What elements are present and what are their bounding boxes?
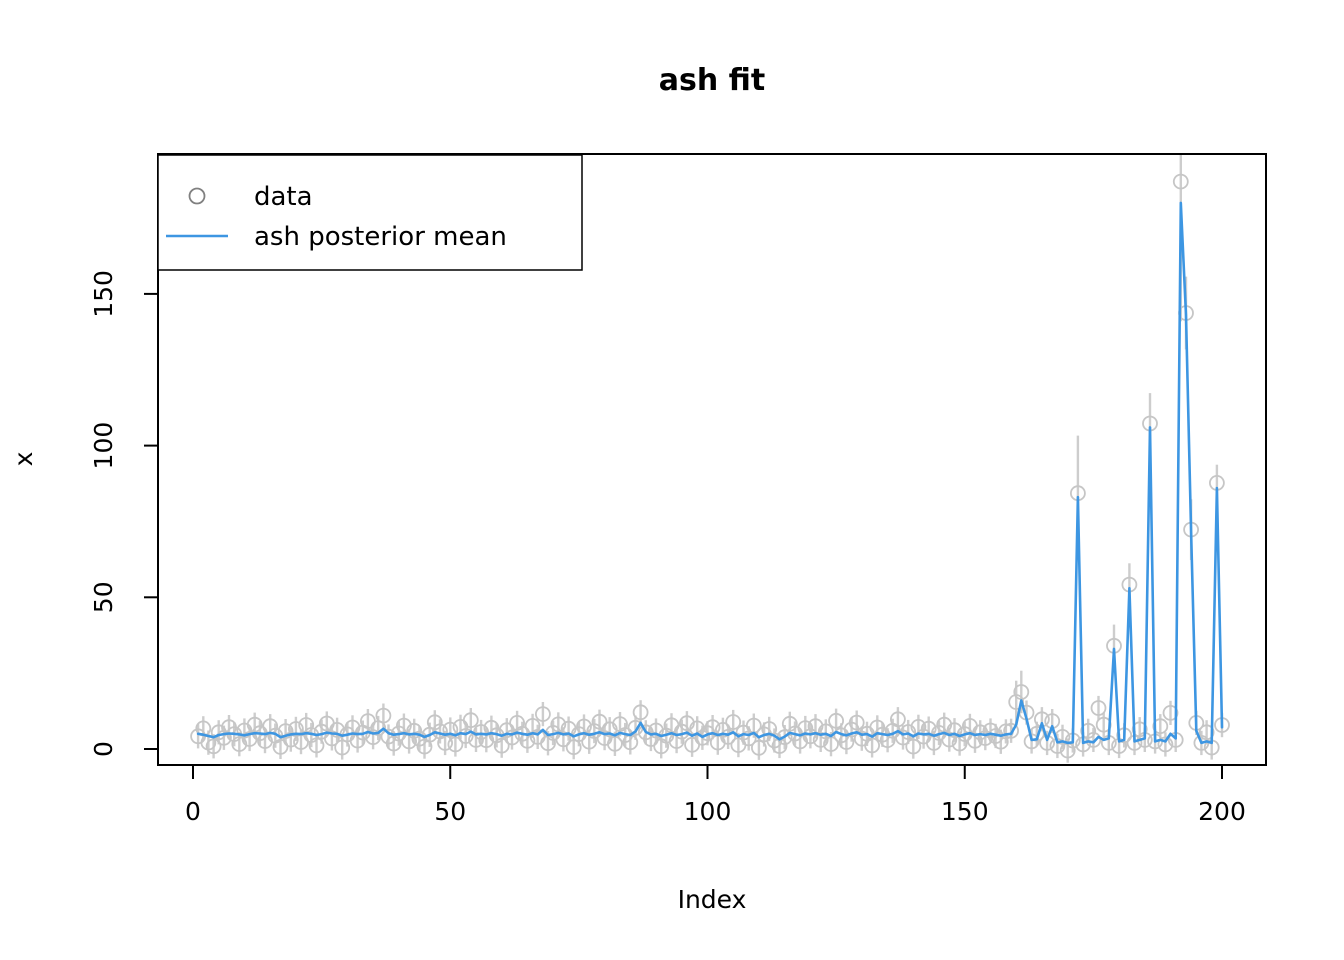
data-point (210, 724, 227, 741)
data-point (864, 737, 880, 754)
data-point (1152, 718, 1169, 735)
legend-label-posterior-mean: ash posterior mean (254, 222, 507, 252)
data-point (1080, 722, 1097, 739)
y-tick-label: 0 (89, 741, 118, 757)
data-point (905, 738, 922, 755)
data-point (895, 729, 911, 746)
plot-box (157, 153, 1267, 766)
data-point (308, 737, 325, 754)
posterior-mean-line (196, 201, 1224, 745)
data-point (694, 729, 711, 746)
errorbar-layer (196, 154, 1224, 763)
data-point (426, 714, 443, 731)
data-point (1162, 705, 1179, 721)
data-point (272, 739, 289, 755)
data-point (643, 731, 659, 747)
data-point (375, 707, 392, 724)
y-axis-title: x (9, 452, 38, 467)
data-point (1090, 700, 1107, 716)
data-point (385, 735, 402, 752)
data-point (329, 722, 346, 738)
y-tick-label: 100 (89, 422, 118, 470)
data-point (246, 716, 263, 733)
x-tick-label: 100 (684, 797, 732, 826)
legend-data-marker-icon (188, 187, 206, 205)
data-point (365, 729, 382, 746)
data-point (890, 711, 906, 728)
data-point (565, 739, 582, 756)
data-point (920, 720, 937, 737)
data-point (689, 720, 706, 737)
data-point (447, 736, 464, 753)
y-axis: 0 50 100 150 (89, 270, 158, 757)
data-point (1085, 732, 1102, 748)
data-point (442, 721, 459, 738)
data-point (468, 732, 484, 748)
y-tick-label: 150 (89, 270, 118, 318)
data-point (504, 729, 520, 746)
data-point (812, 732, 829, 748)
data-point (334, 739, 351, 756)
legend: data ash posterior mean (157, 154, 583, 271)
data-point (493, 737, 510, 754)
data-point (457, 728, 474, 744)
data-point (797, 720, 814, 736)
data-point (406, 722, 423, 739)
legend-label-data: data (254, 182, 313, 212)
chart-title: ash fit (659, 63, 765, 98)
data-point (591, 713, 608, 730)
data-point (550, 716, 567, 733)
data-point (848, 714, 865, 731)
data-point (205, 738, 222, 755)
data-point (277, 723, 294, 739)
data-point (411, 730, 428, 747)
data-point (781, 715, 798, 732)
x-axis-title: Index (678, 885, 747, 914)
data-point (632, 704, 649, 721)
y-tick-label: 50 (89, 581, 118, 613)
data-point (673, 723, 690, 740)
data-point (1003, 722, 1019, 739)
x-tick-label: 50 (434, 797, 466, 826)
data-point (972, 724, 989, 741)
x-tick-label: 150 (941, 797, 989, 826)
data-point (751, 739, 767, 756)
posterior-mean-layer (196, 201, 1224, 745)
data-point (1013, 684, 1030, 700)
data-point (462, 712, 479, 729)
data-point (535, 706, 551, 722)
data-point (879, 732, 896, 749)
data-point (802, 728, 819, 745)
data-point (982, 722, 999, 739)
data-point (946, 722, 963, 739)
x-tick-label: 0 (185, 797, 201, 826)
data-point (1198, 724, 1215, 741)
legend-box (157, 154, 583, 271)
data-point (725, 714, 742, 730)
data-point (1008, 694, 1025, 710)
data-point (828, 712, 844, 729)
data-point (941, 731, 958, 748)
x-axis: 0 50 100 150 200 (185, 765, 1246, 826)
data-point (607, 735, 623, 752)
data-point (766, 732, 783, 749)
data-point (720, 729, 736, 745)
data-point (231, 736, 248, 752)
data-point (1157, 736, 1174, 753)
data-point (323, 730, 340, 747)
data-point (1172, 173, 1189, 190)
x-tick-label: 200 (1198, 797, 1246, 826)
